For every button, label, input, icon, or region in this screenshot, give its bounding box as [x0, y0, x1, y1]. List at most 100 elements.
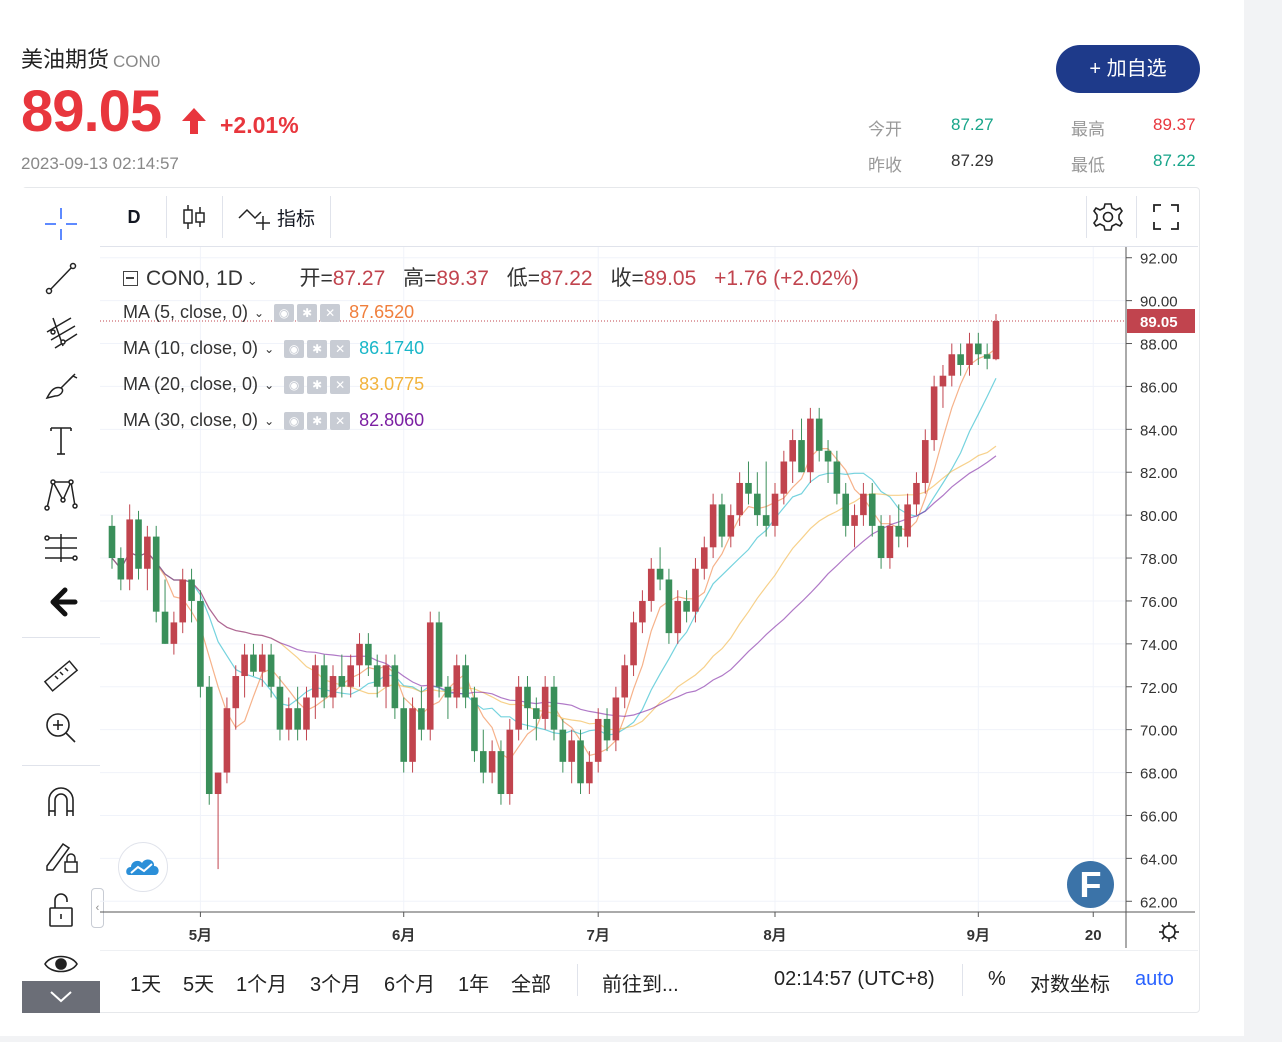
eye-icon[interactable]: ◉ [284, 411, 305, 430]
candle-body [568, 740, 575, 762]
close-icon[interactable]: ✕ [330, 375, 351, 394]
candle-body [285, 708, 293, 730]
chart-top-toolbar: D 指标 [100, 188, 1198, 246]
settings-button[interactable] [1088, 188, 1128, 246]
lock-tool[interactable] [22, 886, 100, 934]
trend-line-icon [45, 262, 77, 295]
toolbar-scroll-down[interactable] [22, 981, 100, 1013]
eye-icon[interactable]: ◉ [274, 303, 295, 322]
ma-label[interactable]: MA (30, close, 0) [123, 410, 259, 430]
indicators-label: 指标 [276, 208, 315, 230]
gear-icon[interactable]: ✱ [297, 303, 318, 322]
pattern-icon [44, 479, 78, 511]
pitchfork-tool[interactable] [22, 308, 100, 356]
log-scale-button[interactable]: 对数坐标 [1030, 974, 1110, 996]
projection-icon [44, 534, 78, 562]
range-all-button[interactable]: 全部 [511, 974, 551, 996]
chart-type-button[interactable] [174, 188, 214, 246]
gear-icon[interactable]: ✱ [307, 339, 328, 358]
lock-drawing-tool[interactable] [22, 832, 100, 880]
indicators-button[interactable]: 指标 [230, 188, 322, 246]
text-tool[interactable] [22, 416, 100, 464]
candle-body [179, 579, 187, 623]
axis-settings-gear-icon[interactable] [1159, 922, 1179, 942]
low-value: 87.22 [1153, 151, 1196, 170]
candle-body [471, 697, 478, 752]
low-label: 最低 [1071, 156, 1105, 175]
ma-label[interactable]: MA (10, close, 0) [123, 338, 259, 358]
chevron-down-icon[interactable]: ⌄ [264, 413, 275, 428]
range-1d-button[interactable]: 1天 [130, 974, 162, 996]
close-icon[interactable]: ✕ [320, 303, 341, 322]
fullscreen-button[interactable] [1144, 188, 1188, 246]
page-scrollbar[interactable] [1244, 0, 1282, 1042]
zoom-tool[interactable] [22, 704, 100, 752]
up-arrow-icon [182, 108, 206, 134]
ma-legend-row[interactable]: MA (5, close, 0) ⌄ ◉ ✱ ✕ 87.6520 [123, 302, 414, 323]
candle-body [188, 579, 195, 601]
trend-line-tool[interactable] [22, 254, 100, 302]
eye-icon[interactable]: ◉ [284, 339, 305, 358]
clock-timezone[interactable]: 02:14:57 (UTC+8) [774, 968, 935, 990]
candle-body [365, 643, 372, 666]
collapse-toolbar-button[interactable]: ‹ [91, 888, 104, 928]
candle-body [780, 461, 788, 494]
unlock-icon [49, 893, 73, 927]
range-1y-button[interactable]: 1年 [458, 974, 490, 996]
percent-scale-button[interactable]: % [988, 968, 1006, 990]
legend-symbol[interactable]: CON0, 1D [146, 267, 243, 290]
candle-body [612, 697, 620, 741]
candle-body [320, 665, 328, 698]
range-3m-button[interactable]: 3个月 [310, 974, 362, 996]
ma-legend-row[interactable]: MA (20, close, 0) ⌄ ◉ ✱ ✕ 83.0775 [123, 374, 424, 395]
pattern-tool[interactable] [22, 470, 100, 518]
price-chart[interactable]: 92.00 90.00 88.00 86.00 84.00 82.00 80.00 78.00… [100, 247, 1198, 948]
candle-body [373, 665, 381, 687]
range-6m-button[interactable]: 6个月 [384, 974, 436, 996]
ma-label[interactable]: MA (20, close, 0) [123, 374, 259, 394]
ma-actions: ◉ ✱ ✕ [284, 411, 353, 430]
goto-date-button[interactable]: 前往到... [602, 974, 679, 996]
chart-plot-area[interactable]: 92.00 90.00 88.00 86.00 84.00 82.00 80.00 78.00… [100, 247, 1198, 948]
eye-icon[interactable]: ◉ [284, 375, 305, 394]
ma-label[interactable]: MA (5, close, 0) [123, 302, 249, 322]
collapse-legend-icon[interactable] [123, 271, 138, 286]
cloud-logo-button[interactable] [118, 842, 168, 892]
chevron-down-icon[interactable]: ⌄ [246, 273, 258, 288]
range-1m-button[interactable]: 1个月 [236, 974, 288, 996]
candle-body [276, 686, 284, 730]
range-5d-button[interactable]: 5天 [183, 974, 215, 996]
close-icon[interactable]: ✕ [330, 339, 351, 358]
ma-legend-row[interactable]: MA (30, close, 0) ⌄ ◉ ✱ ✕ 82.8060 [123, 410, 424, 431]
ma-actions: ◉ ✱ ✕ [284, 375, 353, 394]
auto-scale-button[interactable]: auto [1135, 968, 1174, 990]
ma-actions: ◉ ✱ ✕ [284, 339, 353, 358]
add-favorite-button[interactable]: + 加自选 [1056, 45, 1200, 93]
back-tool[interactable] [22, 578, 100, 626]
price-tick-label: 74.00 [1140, 637, 1178, 654]
ma-value: 87.6520 [349, 302, 415, 322]
gear-icon[interactable]: ✱ [307, 375, 328, 394]
close-icon[interactable]: ✕ [330, 411, 351, 430]
toolbar-divider [222, 196, 223, 238]
candle-body [250, 654, 257, 672]
visibility-tool[interactable] [22, 940, 100, 988]
measure-tool[interactable] [22, 652, 100, 700]
chevron-down-icon[interactable]: ⌄ [264, 377, 275, 392]
interval-button[interactable]: D [127, 206, 141, 227]
candle-body [868, 493, 876, 526]
price-tick-label: 78.00 [1140, 551, 1178, 568]
crosshair-icon [45, 208, 77, 240]
gear-icon[interactable]: ✱ [307, 411, 328, 430]
brush-tool[interactable] [22, 362, 100, 410]
ma-legend-row[interactable]: MA (10, close, 0) ⌄ ◉ ✱ ✕ 86.1740 [123, 338, 424, 359]
candle-body [948, 354, 956, 376]
chevron-down-icon[interactable]: ⌄ [254, 305, 265, 320]
candle-body [647, 568, 655, 601]
projection-tool[interactable] [22, 524, 100, 572]
open-label: 今开 [868, 120, 902, 139]
candle-body [656, 568, 664, 580]
crosshair-tool[interactable] [22, 200, 100, 248]
chevron-down-icon[interactable]: ⌄ [264, 341, 275, 356]
magnet-tool[interactable] [22, 778, 100, 826]
